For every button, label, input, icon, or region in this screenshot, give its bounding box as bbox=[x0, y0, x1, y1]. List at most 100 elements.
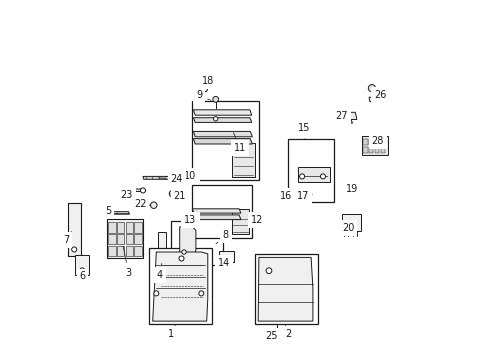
Circle shape bbox=[140, 188, 145, 193]
Text: 28: 28 bbox=[371, 136, 383, 146]
Bar bbox=[125, 222, 133, 233]
Polygon shape bbox=[193, 118, 251, 122]
Text: 23: 23 bbox=[120, 190, 136, 200]
Bar bbox=[75, 255, 89, 275]
Circle shape bbox=[213, 117, 218, 121]
Polygon shape bbox=[368, 97, 378, 102]
Text: 4: 4 bbox=[157, 264, 163, 280]
Bar bbox=[363, 147, 367, 153]
Polygon shape bbox=[108, 212, 129, 214]
Bar bbox=[255, 254, 318, 324]
Bar bbox=[68, 203, 81, 256]
Bar bbox=[108, 234, 115, 244]
Text: 11: 11 bbox=[233, 133, 246, 153]
Text: 27: 27 bbox=[335, 111, 347, 121]
Circle shape bbox=[199, 291, 203, 296]
Text: 3: 3 bbox=[123, 246, 131, 278]
Bar bbox=[117, 234, 124, 244]
Circle shape bbox=[182, 250, 186, 254]
Text: 16: 16 bbox=[279, 191, 292, 201]
Text: 21: 21 bbox=[169, 191, 185, 201]
Polygon shape bbox=[127, 189, 142, 192]
Text: 10: 10 bbox=[184, 171, 198, 181]
Bar bbox=[231, 209, 249, 234]
Bar bbox=[363, 139, 367, 145]
Text: 20: 20 bbox=[341, 223, 354, 233]
Polygon shape bbox=[193, 110, 251, 115]
Circle shape bbox=[306, 192, 311, 197]
Text: 6: 6 bbox=[79, 271, 85, 282]
Bar bbox=[231, 143, 255, 177]
Bar bbox=[108, 222, 115, 233]
Bar bbox=[108, 246, 115, 256]
Bar bbox=[361, 136, 387, 155]
Circle shape bbox=[153, 291, 159, 296]
Polygon shape bbox=[349, 183, 358, 187]
Circle shape bbox=[169, 190, 175, 197]
Text: 26: 26 bbox=[373, 90, 386, 100]
Polygon shape bbox=[192, 215, 241, 220]
Bar bbox=[170, 221, 223, 265]
Circle shape bbox=[150, 202, 157, 208]
Circle shape bbox=[179, 256, 183, 261]
Circle shape bbox=[80, 268, 84, 272]
Polygon shape bbox=[258, 257, 312, 321]
Text: 8: 8 bbox=[216, 230, 228, 244]
Text: 13: 13 bbox=[184, 215, 196, 225]
Circle shape bbox=[320, 174, 325, 179]
Bar bbox=[117, 246, 124, 256]
Text: 19: 19 bbox=[345, 184, 357, 194]
Text: 17: 17 bbox=[296, 191, 309, 201]
Polygon shape bbox=[193, 131, 252, 137]
Text: 15: 15 bbox=[297, 123, 309, 139]
Circle shape bbox=[274, 329, 279, 334]
Bar bbox=[218, 251, 233, 262]
Bar bbox=[380, 139, 384, 145]
Text: 25: 25 bbox=[264, 330, 277, 341]
Bar bbox=[258, 260, 278, 281]
Bar bbox=[374, 139, 378, 145]
Polygon shape bbox=[192, 209, 241, 213]
Text: 7: 7 bbox=[63, 231, 72, 245]
Polygon shape bbox=[193, 139, 252, 144]
Circle shape bbox=[299, 174, 304, 179]
Polygon shape bbox=[142, 176, 170, 179]
Bar bbox=[341, 214, 361, 231]
Circle shape bbox=[212, 96, 218, 102]
Text: 5: 5 bbox=[105, 206, 118, 216]
Circle shape bbox=[265, 268, 271, 274]
Text: 1: 1 bbox=[167, 325, 175, 339]
Bar bbox=[149, 248, 212, 324]
Text: 24: 24 bbox=[159, 174, 183, 184]
Bar bbox=[192, 101, 258, 180]
Bar bbox=[380, 147, 384, 153]
Bar bbox=[287, 139, 334, 202]
Bar bbox=[374, 147, 378, 153]
Bar bbox=[117, 222, 124, 233]
Circle shape bbox=[72, 247, 77, 252]
Bar bbox=[134, 222, 141, 233]
Text: 22: 22 bbox=[134, 199, 150, 210]
Bar bbox=[158, 232, 166, 254]
Bar bbox=[125, 246, 133, 256]
Bar bbox=[134, 246, 141, 256]
Polygon shape bbox=[340, 112, 356, 120]
Text: 2: 2 bbox=[285, 325, 291, 339]
Circle shape bbox=[295, 192, 300, 197]
Polygon shape bbox=[152, 252, 207, 321]
Bar bbox=[368, 147, 373, 153]
Bar bbox=[134, 234, 141, 244]
Polygon shape bbox=[179, 227, 196, 261]
Text: 9: 9 bbox=[196, 90, 210, 100]
Circle shape bbox=[347, 183, 352, 188]
Text: 12: 12 bbox=[250, 215, 263, 225]
Circle shape bbox=[367, 85, 375, 92]
Polygon shape bbox=[342, 120, 352, 123]
Text: 14: 14 bbox=[218, 258, 230, 268]
Text: 18: 18 bbox=[201, 76, 213, 92]
Bar bbox=[192, 185, 251, 238]
Circle shape bbox=[202, 87, 207, 92]
Bar bbox=[107, 219, 142, 258]
Bar bbox=[368, 139, 373, 145]
Bar bbox=[297, 167, 329, 182]
